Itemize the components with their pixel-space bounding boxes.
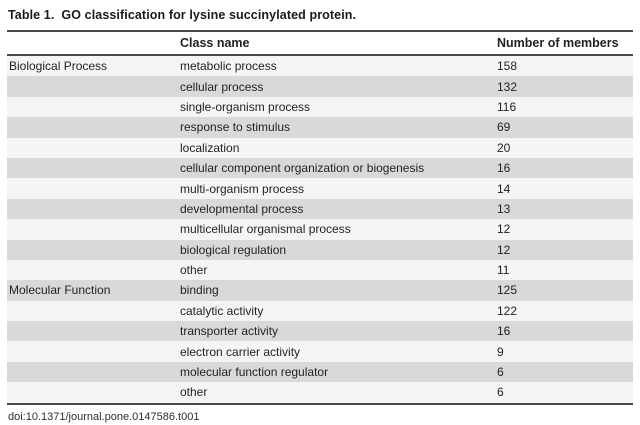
- table-header-row: Class name Number of members: [7, 32, 633, 56]
- table-row: electron carrier activity 9: [7, 341, 633, 362]
- members-count-cell: 12: [497, 242, 511, 257]
- header-number-of-members: Number of members: [497, 36, 619, 50]
- class-name-cell: multi-organism process: [180, 181, 305, 196]
- class-name-cell: molecular function regulator: [180, 365, 329, 380]
- members-count-cell: 6: [497, 365, 504, 380]
- table-row: other 11: [7, 259, 633, 281]
- table-number-label: Table 1.: [8, 8, 55, 22]
- table-row: single-organism process 116: [7, 96, 633, 118]
- members-count-cell: 69: [497, 120, 511, 135]
- class-name-cell: cellular component organization or bioge…: [180, 161, 425, 176]
- table-row: catalytic activity 122: [7, 300, 633, 322]
- class-name-cell: multicellular organismal process: [180, 222, 351, 237]
- class-name-cell: metabolic process: [180, 59, 277, 74]
- group-name-cell: Molecular Function: [9, 283, 111, 298]
- members-count-cell: 13: [497, 201, 511, 216]
- members-count-cell: 6: [497, 385, 504, 400]
- table-row: biological regulation 12: [7, 239, 633, 260]
- group-name-cell: Biological Process: [9, 59, 108, 74]
- doi-footnote: doi:10.1371/journal.pone.0147586.t001: [8, 410, 200, 423]
- table-row: Biological Process metabolic process 158: [7, 56, 633, 77]
- table-row: response to stimulus 69: [7, 117, 633, 138]
- header-class-name: Class name: [180, 36, 250, 50]
- class-name-cell: biological regulation: [180, 242, 287, 257]
- members-count-cell: 12: [497, 222, 511, 237]
- members-count-cell: 116: [497, 99, 517, 114]
- class-name-cell: transporter activity: [180, 324, 279, 339]
- members-count-cell: 132: [497, 79, 518, 94]
- table-row: Molecular Function binding 125: [7, 280, 633, 301]
- members-count-cell: 20: [497, 140, 511, 155]
- table-row: multicellular organismal process 12: [7, 219, 633, 240]
- members-count-cell: 11: [497, 263, 510, 278]
- class-name-cell: developmental process: [180, 201, 304, 216]
- class-name-cell: catalytic activity: [180, 303, 264, 318]
- members-count-cell: 14: [497, 181, 511, 196]
- class-name-cell: other: [180, 385, 208, 400]
- table-row: developmental process 13: [7, 198, 633, 220]
- class-name-cell: response to stimulus: [180, 120, 291, 135]
- table-row: cellular process 132: [7, 76, 633, 97]
- table-title: Table 1. GO classification for lysine suc…: [8, 8, 633, 22]
- class-name-cell: other: [180, 263, 208, 278]
- table-body: Biological Process metabolic process 158 ce…: [7, 56, 633, 403]
- class-name-cell: single-organism process: [180, 99, 311, 114]
- members-count-cell: 125: [497, 283, 518, 298]
- members-count-cell: 16: [497, 161, 511, 176]
- class-name-cell: binding: [180, 283, 219, 298]
- class-name-cell: localization: [180, 140, 240, 155]
- go-classification-table: Class name Number of members Biological …: [7, 30, 633, 405]
- table-caption: GO classification for lysine succinylate…: [61, 8, 357, 22]
- members-count-cell: 9: [497, 344, 504, 359]
- members-count-cell: 122: [497, 303, 518, 318]
- class-name-cell: cellular process: [180, 79, 264, 94]
- table-row: localization 20: [7, 137, 633, 158]
- members-count-cell: 16: [497, 324, 511, 339]
- class-name-cell: electron carrier activity: [180, 344, 301, 359]
- table-row: other 6: [7, 382, 633, 403]
- table-row: molecular function regulator 6: [7, 361, 633, 383]
- table-row: transporter activity 16: [7, 321, 633, 342]
- table-row: multi-organism process 14: [7, 178, 633, 199]
- members-count-cell: 158: [497, 59, 518, 74]
- table-row: cellular component organization or bioge…: [7, 157, 633, 179]
